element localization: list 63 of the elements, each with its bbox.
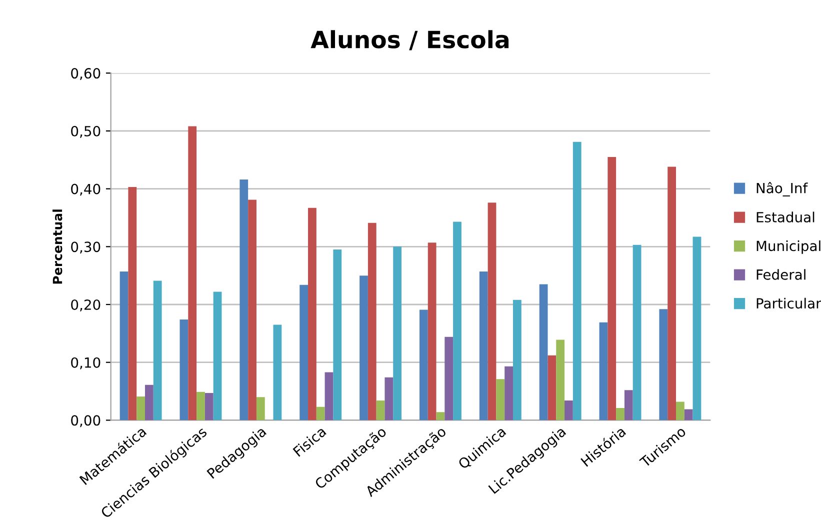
bar [453, 222, 462, 420]
y-tick-label: 0,60 [71, 68, 100, 80]
bar [692, 236, 702, 420]
y-tick-label: 0,00 [71, 415, 100, 428]
bar [419, 310, 428, 420]
bar [556, 340, 565, 420]
bar [188, 126, 197, 420]
bar [668, 166, 676, 420]
bar [153, 280, 162, 420]
bar [504, 366, 513, 420]
bar [248, 200, 256, 420]
legend-label: Municipal [756, 240, 820, 254]
bar [659, 309, 668, 420]
bar [213, 292, 222, 420]
bar [136, 396, 145, 420]
bar [624, 390, 633, 420]
bar [564, 400, 573, 420]
bar [539, 284, 548, 420]
legend-label: Nâo_Inf [756, 182, 808, 196]
bar [333, 250, 342, 420]
bar [240, 180, 248, 420]
bar [479, 272, 488, 420]
bar [512, 300, 522, 420]
chart-title: Alunos / Escola [310, 30, 509, 50]
y-axis-title: Percentual [52, 210, 62, 284]
bar [308, 208, 316, 420]
bar [324, 372, 334, 420]
bar [436, 412, 445, 420]
y-tick-label: 0,20 [71, 299, 100, 312]
bar [572, 142, 582, 420]
bar [144, 384, 154, 420]
bar [384, 377, 394, 420]
bar [180, 320, 188, 420]
legend-label: Estadual [756, 212, 814, 222]
bar [273, 324, 282, 420]
bar [428, 242, 436, 420]
y-tick-label: 0,10 [71, 357, 100, 370]
bar [608, 156, 616, 420]
bar [256, 397, 265, 420]
bar [599, 322, 608, 420]
bar [300, 284, 308, 420]
bar [676, 402, 684, 420]
bar [496, 379, 505, 420]
legend-label: Federal [756, 269, 806, 280]
bar [316, 406, 325, 420]
bar [360, 276, 368, 420]
bar [120, 272, 128, 420]
bar [616, 408, 624, 420]
bar [488, 202, 496, 420]
y-tick-label: 0,40 [71, 184, 100, 196]
bar [444, 336, 454, 420]
bar [196, 392, 205, 420]
bar [393, 246, 402, 420]
y-tick-label: 0,30 [71, 242, 100, 254]
bar [632, 244, 642, 420]
bar [548, 355, 556, 420]
bar [128, 187, 137, 420]
legend-label: Particular [756, 298, 821, 309]
bar [204, 393, 214, 420]
bar [684, 409, 693, 420]
bar [368, 222, 376, 420]
y-tick-label: 0,50 [71, 126, 100, 138]
bar [376, 400, 385, 420]
